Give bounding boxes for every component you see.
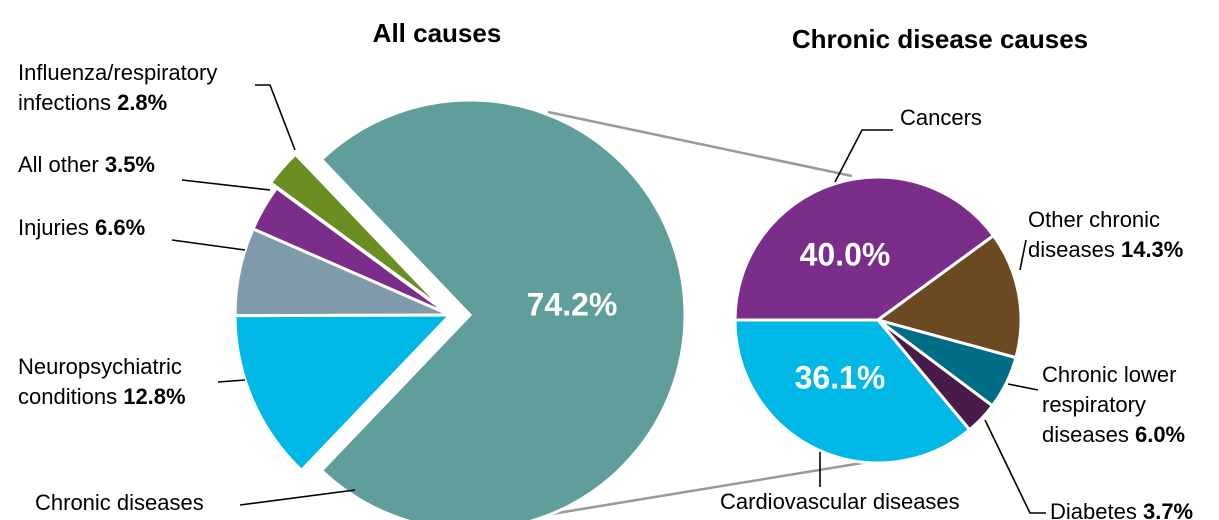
leader-line	[255, 84, 296, 151]
chart-title: Chronic disease causes	[791, 24, 1089, 54]
leader-line	[834, 129, 893, 183]
pie-slice	[733, 318, 972, 465]
slice-label: Cardiovascular diseases	[720, 487, 1020, 517]
leader-line	[181, 179, 271, 191]
value-label: 3.7%	[1142, 499, 1194, 520]
slice-label: Neuropsychiatric conditions 12.8%	[18, 352, 218, 412]
category-name: Other chronic diseases	[1028, 207, 1161, 262]
leader-line	[217, 379, 246, 383]
slice-label: Other chronic diseases 14.3%	[1028, 205, 1218, 265]
leader-line	[239, 489, 356, 506]
pie-slice	[233, 313, 454, 473]
category-name: Influenza/respiratory infections	[18, 60, 218, 115]
slice-label: Injuries 6.6%	[18, 213, 218, 243]
slice-label: Chronic diseases	[35, 488, 255, 518]
category-name: Cancers	[900, 105, 982, 130]
value-label: 14.3%	[1120, 237, 1184, 262]
slice-label: Cancers	[900, 103, 1050, 133]
connector-line	[514, 460, 869, 520]
leader-line	[984, 419, 1046, 514]
category-name: Injuries	[18, 215, 89, 240]
leader-line	[1007, 383, 1039, 391]
category-name: Neuropsychiatric conditions	[18, 354, 182, 409]
pie-slice	[268, 152, 446, 311]
slice-label: Influenza/respiratory infections 2.8%	[18, 58, 258, 118]
value-label: 6.0%	[1134, 422, 1186, 447]
category-name: Diabetes	[1050, 499, 1137, 520]
connector-line	[547, 110, 853, 178]
leader-line	[1019, 239, 1027, 271]
pie-slice	[319, 98, 687, 520]
slice-label: All other 3.5%	[18, 150, 218, 180]
value-label: 74.2%	[526, 286, 618, 323]
slice-label: Diabetes 3.7%	[1050, 497, 1219, 520]
category-name: Chronic lower respiratory diseases	[1042, 362, 1177, 447]
leader-line	[171, 239, 246, 251]
pie-slice	[733, 175, 996, 322]
value-label: 6.6%	[95, 215, 146, 240]
chart-title: All causes	[372, 18, 502, 48]
value-label: 12.8%	[123, 384, 186, 409]
value-label: 40.0%	[799, 236, 891, 273]
value-label: 3.5%	[104, 152, 155, 177]
category-name: Chronic diseases	[35, 490, 204, 515]
slice-label: Chronic lower respiratory diseases 6.0%	[1042, 360, 1217, 450]
category-name: Cardiovascular diseases	[720, 489, 960, 514]
value-label: 36.1%	[794, 359, 886, 396]
category-name: All other	[18, 152, 99, 177]
value-label: 2.8%	[117, 90, 168, 115]
pie-slice	[874, 233, 1023, 360]
